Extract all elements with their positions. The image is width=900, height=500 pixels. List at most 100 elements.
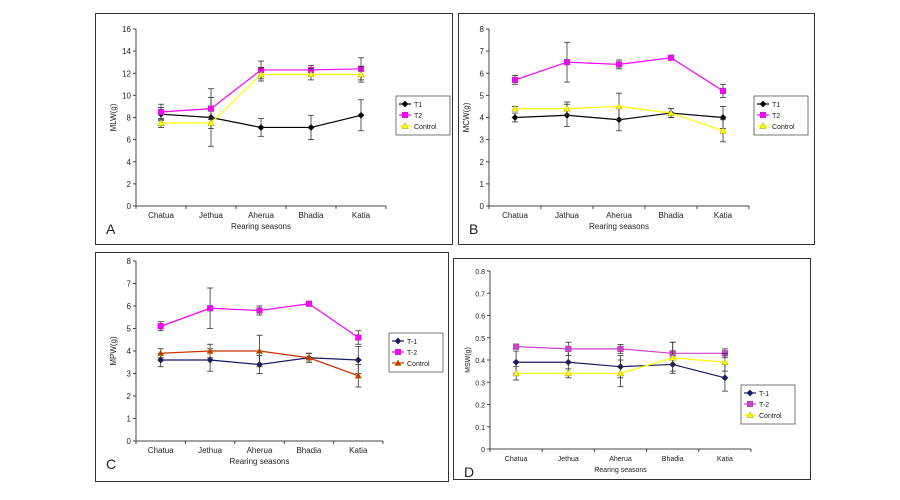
chart-b-legend-label: T1 bbox=[772, 102, 780, 109]
chart-a-svg: 0 2 4 6 8 10 12 14 16 Chatua Jethua Aherua Bhadia Kat… bbox=[106, 25, 451, 237]
chart-d-data-point bbox=[721, 358, 729, 366]
chart-c-legend: T-1 T-2 Control bbox=[388, 332, 444, 373]
chart-a-legend-label: T1 bbox=[414, 102, 422, 109]
chart-c-legend-marker bbox=[394, 337, 402, 345]
chart-b-y-tick-label: 0 bbox=[480, 202, 485, 211]
chart-b-series-2 bbox=[511, 92, 727, 143]
chart-a-y-tick-label: 2 bbox=[127, 180, 132, 189]
chart-a-x-tick-label: Bhadia bbox=[299, 211, 324, 220]
chart-c-y-tick-label: 6 bbox=[127, 302, 132, 311]
chart-b-y-tick-label: 3 bbox=[480, 136, 485, 145]
chart-a-y-tick-label: 0 bbox=[127, 202, 132, 211]
chart-b-data-point bbox=[615, 102, 623, 110]
chart-c-legend-label: T-2 bbox=[407, 350, 417, 357]
chart-d-x-tick-label: Jethua bbox=[558, 456, 579, 463]
chart-a-x-tick-label: Aherua bbox=[248, 211, 274, 220]
chart-b-legend-label: Control bbox=[772, 124, 795, 131]
chart-c-data-point bbox=[207, 305, 214, 312]
chart-c-data-point bbox=[255, 347, 264, 354]
chart-b-y-tick-label: 2 bbox=[480, 158, 485, 167]
chart-c-data-point bbox=[206, 347, 214, 354]
chart-a-legend-marker bbox=[401, 122, 409, 129]
chart-a-legend-label: T2 bbox=[414, 113, 422, 120]
chart-c-y-tick-label: 8 bbox=[127, 257, 132, 266]
chart-b-data-point bbox=[719, 127, 727, 134]
chart-b-x-axis-title: Rearing seasons bbox=[589, 222, 649, 231]
chart-b-svg: 0 1 2 3 4 5 6 7 8 Chatua Jathua Aherua Bhadia Katia Re… bbox=[462, 25, 809, 237]
chart-a-data-point bbox=[207, 119, 215, 126]
chart-c-data-point bbox=[355, 334, 362, 341]
chart-b-data-point bbox=[719, 87, 727, 95]
chart-a-data-point bbox=[157, 108, 165, 116]
chart-d-legend-label: Control bbox=[759, 413, 782, 420]
chart-d-y-tick-label: 0.3 bbox=[475, 380, 485, 387]
chart-a-y-tick-label: 14 bbox=[122, 47, 131, 56]
chart-a-legend-marker bbox=[401, 111, 409, 119]
chart-a-legend: T1 T2 Control bbox=[395, 95, 451, 136]
chart-d-y-tick-label: 0.5 bbox=[475, 336, 485, 343]
chart-c-legend-label: Control bbox=[407, 361, 430, 368]
chart-d-y-tick-label: 0.4 bbox=[475, 358, 485, 365]
chart-c-data-point bbox=[206, 356, 214, 364]
chart-d-legend-marker bbox=[746, 400, 754, 408]
chart-a-y-tick-label: 4 bbox=[127, 158, 132, 167]
chart-d-y-axis-title: MSW(g) bbox=[465, 347, 472, 373]
chart-c-y-tick-label: 3 bbox=[127, 370, 132, 379]
chart-d-series-2 bbox=[512, 341, 729, 388]
chart-c-data-point bbox=[354, 356, 362, 364]
chart-d-legend-label: T-2 bbox=[759, 402, 769, 409]
chart-c-x-axis-title: Rearing seasons bbox=[229, 457, 289, 466]
chart-d-x-axis-title: Rearing seasons bbox=[594, 467, 647, 474]
chart-a-x-axis-title: Rearing seasons bbox=[231, 222, 291, 231]
chart-d-y-tick-label: 0 bbox=[481, 447, 485, 454]
chart-c-y-tick-label: 4 bbox=[127, 347, 132, 356]
chart-c-legend-marker bbox=[394, 348, 402, 356]
chart-c-series-1 bbox=[157, 287, 362, 345]
chart-d-y-tick-label: 0.2 bbox=[475, 403, 485, 410]
chart-c-x-tick-label: Katia bbox=[349, 446, 368, 455]
chart-b-data-point bbox=[511, 76, 519, 83]
chart-c-y-tick-label: 2 bbox=[127, 392, 132, 401]
chart-c-legend-label: T-1 bbox=[407, 339, 417, 346]
chart-d-data-point bbox=[564, 369, 572, 377]
chart-b-y-tick-label: 6 bbox=[480, 69, 485, 78]
chart-panel-a: 0 2 4 6 8 10 12 14 16 Chatua Jethua Aherua Bhadia Kat… bbox=[95, 13, 453, 245]
chart-d-data-point bbox=[721, 374, 729, 382]
chart-c-data-point bbox=[354, 372, 362, 379]
chart-a-data-point bbox=[307, 70, 315, 78]
chart-d-y-tick-label: 0.8 bbox=[475, 269, 485, 276]
chart-panel-c: 0 1 2 3 4 5 6 7 8 Chatua Jethua Aherua Bhadia Katia Re… bbox=[95, 252, 449, 482]
chart-b-data-point bbox=[563, 59, 571, 66]
chart-b-data-point bbox=[563, 104, 571, 112]
chart-a-y-axis-title: MLW(g) bbox=[109, 103, 118, 131]
chart-b-y-tick-label: 5 bbox=[480, 91, 485, 100]
chart-c-data-point bbox=[157, 349, 165, 357]
chart-a-y-tick-label: 16 bbox=[122, 25, 131, 34]
chart-b-y-tick-label: 1 bbox=[480, 180, 485, 189]
chart-b-x-tick-label: Chatua bbox=[502, 211, 528, 220]
chart-c-data-point bbox=[305, 300, 312, 307]
chart-c-x-tick-label: Jethua bbox=[198, 446, 223, 455]
chart-b-y-axis-title: MCW(g) bbox=[462, 102, 471, 132]
chart-b-legend: T1 T2 Control bbox=[753, 95, 809, 136]
chart-a-y-tick-label: 8 bbox=[127, 114, 132, 123]
chart-b-x-tick-label: Bhadia bbox=[659, 211, 684, 220]
chart-c-x-tick-label: Bhadia bbox=[296, 446, 321, 455]
chart-d-legend: T-1 T-2 Control bbox=[740, 384, 796, 425]
chart-b-x-tick-label: Katia bbox=[714, 211, 733, 220]
chart-d-data-point bbox=[616, 369, 625, 377]
chart-d-data-point bbox=[512, 358, 520, 366]
chart-a-data-point bbox=[157, 119, 165, 126]
chart-d-data-point bbox=[565, 345, 572, 352]
chart-d-data-point bbox=[669, 354, 677, 361]
chart-b-x-tick-label: Jathua bbox=[555, 211, 580, 220]
chart-d-data-point bbox=[617, 345, 624, 352]
chart-d-legend-label: T-1 bbox=[759, 391, 769, 398]
chart-d-x-tick-label: Bhadia bbox=[662, 456, 684, 463]
chart-c-y-tick-label: 5 bbox=[127, 325, 132, 334]
chart-a-x-tick-label: Katia bbox=[352, 211, 371, 220]
chart-a-y-tick-label: 12 bbox=[122, 69, 131, 78]
chart-b-y-tick-label: 4 bbox=[480, 114, 485, 123]
chart-d-x-tick-label: Katia bbox=[717, 456, 733, 463]
chart-b-legend-marker bbox=[759, 122, 767, 129]
